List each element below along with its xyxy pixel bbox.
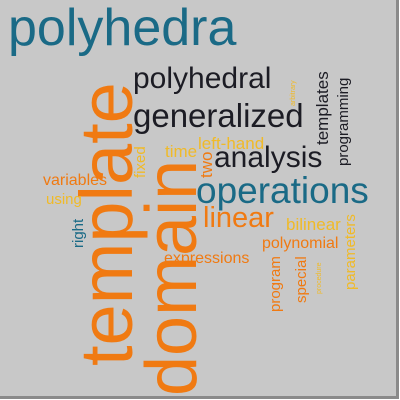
- word-bilinear: bilinear: [286, 215, 341, 234]
- word-program: program: [267, 256, 284, 312]
- word-procedure: procedure: [316, 262, 323, 294]
- word-polynomial: polynomial: [262, 235, 339, 252]
- word-analysis: analysis: [214, 141, 323, 174]
- word-left-hand: left-hand: [198, 134, 265, 153]
- word-generalized: generalized: [133, 97, 304, 134]
- word-arbitrary: arbitrary: [290, 80, 297, 106]
- word-operations: operations: [196, 170, 369, 211]
- word-polyhedral: polyhedral: [133, 62, 272, 95]
- word-templates: templates: [313, 71, 332, 145]
- word-parameters: parameters: [342, 214, 359, 290]
- word-programming: programming: [335, 77, 352, 166]
- word-fixed: fixed: [132, 146, 149, 178]
- word-linear: linear: [203, 202, 274, 234]
- word-polyhedra: polyhedra: [8, 0, 237, 57]
- word-right: right: [70, 218, 87, 248]
- word-two: two: [197, 151, 216, 178]
- word-expressions: expressions: [164, 250, 250, 267]
- word-variables: variables: [43, 172, 108, 189]
- word-using: using: [46, 191, 82, 208]
- word-time: time: [165, 142, 198, 161]
- word-special: special: [293, 256, 310, 303]
